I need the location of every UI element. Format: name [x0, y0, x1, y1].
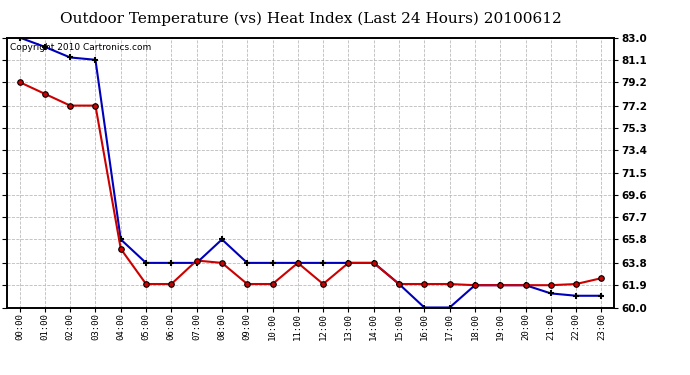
Text: Copyright 2010 Cartronics.com: Copyright 2010 Cartronics.com: [10, 43, 151, 52]
Text: Outdoor Temperature (vs) Heat Index (Last 24 Hours) 20100612: Outdoor Temperature (vs) Heat Index (Las…: [59, 11, 562, 26]
